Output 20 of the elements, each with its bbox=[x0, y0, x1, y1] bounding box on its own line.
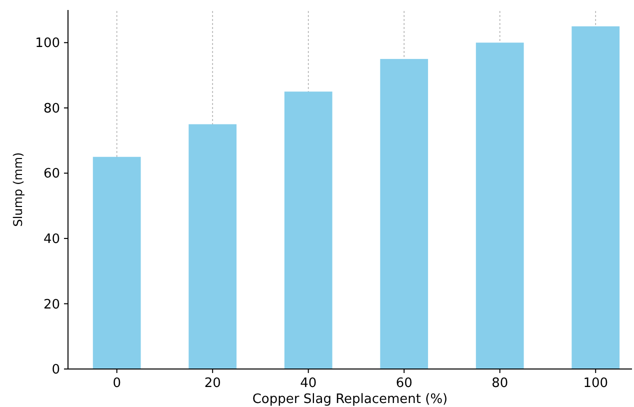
bar bbox=[572, 26, 620, 369]
y-tick-label: 20 bbox=[43, 297, 60, 312]
y-tick-label: 60 bbox=[43, 166, 60, 182]
x-tick-label: 0 bbox=[112, 376, 121, 391]
bar bbox=[92, 156, 141, 369]
x-tick-label: 20 bbox=[204, 376, 221, 391]
bar bbox=[284, 92, 332, 369]
bar bbox=[380, 58, 428, 369]
y-tick-label: 80 bbox=[43, 101, 60, 116]
x-tick-label: 40 bbox=[300, 376, 317, 391]
bar bbox=[476, 42, 524, 369]
y-tick-label: 40 bbox=[43, 232, 60, 248]
x-tick-label: 100 bbox=[583, 376, 608, 391]
x-tick-label: 80 bbox=[492, 376, 508, 391]
y-tick-label: 0 bbox=[52, 362, 60, 378]
x-tick-label: 60 bbox=[396, 376, 412, 391]
y-tick-label: 100 bbox=[35, 36, 60, 52]
bar bbox=[188, 124, 237, 369]
x-axis-title: Copper Slag Replacement (%) bbox=[252, 392, 448, 407]
y-axis-title: Slump (mm) bbox=[11, 152, 25, 227]
